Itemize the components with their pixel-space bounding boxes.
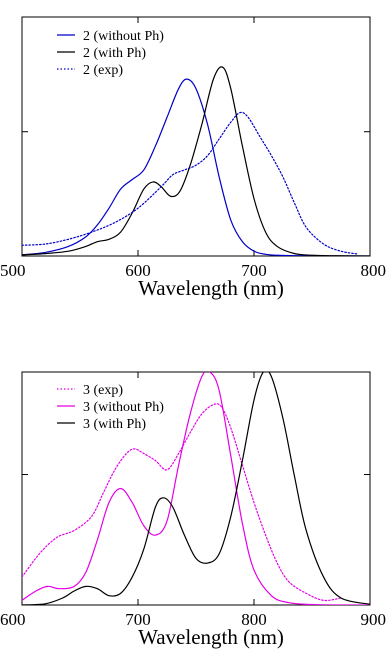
legend-label: 2 (exp) bbox=[83, 63, 123, 78]
legend-label: 3 (without Ph) bbox=[83, 400, 164, 415]
x-tick-label: 500 bbox=[0, 261, 26, 280]
legend-label: 2 (with Ph) bbox=[83, 46, 146, 61]
x-tick-label: 600 bbox=[125, 261, 151, 280]
series-group bbox=[22, 372, 370, 605]
chart-1: 500 600 700 800 Wavelength (nm) 2 (without Ph… bbox=[0, 16, 386, 300]
plot-frame bbox=[21, 16, 371, 257]
plot-frame bbox=[21, 371, 371, 606]
x-tick-label: 600 bbox=[0, 610, 26, 629]
x-axis-title: Wavelength (nm) bbox=[138, 276, 284, 300]
x-tick-label: 700 bbox=[241, 261, 267, 280]
series-line-2-1 bbox=[22, 403, 342, 602]
series-line-1-1 bbox=[22, 78, 370, 256]
series-group bbox=[22, 66, 370, 256]
chart-2: 600 700 800 900 Wavelength (nm) 3 (exp) 3 (wit… bbox=[0, 371, 386, 649]
x-tick-label: 900 bbox=[361, 610, 386, 629]
series-line-2-3 bbox=[22, 372, 370, 605]
series-line-2-2 bbox=[22, 372, 370, 605]
x-tick-label: 800 bbox=[241, 610, 267, 629]
x-axis-title: Wavelength (nm) bbox=[138, 625, 284, 649]
series-line-1-2 bbox=[22, 66, 370, 256]
x-tick-label: 800 bbox=[361, 261, 386, 280]
legend-label: 2 (without Ph) bbox=[83, 29, 164, 44]
legend-label: 3 (with Ph) bbox=[83, 417, 146, 432]
x-tick-label: 700 bbox=[125, 610, 151, 629]
legend-label: 3 (exp) bbox=[83, 383, 123, 398]
series-line-1-3 bbox=[22, 111, 359, 255]
